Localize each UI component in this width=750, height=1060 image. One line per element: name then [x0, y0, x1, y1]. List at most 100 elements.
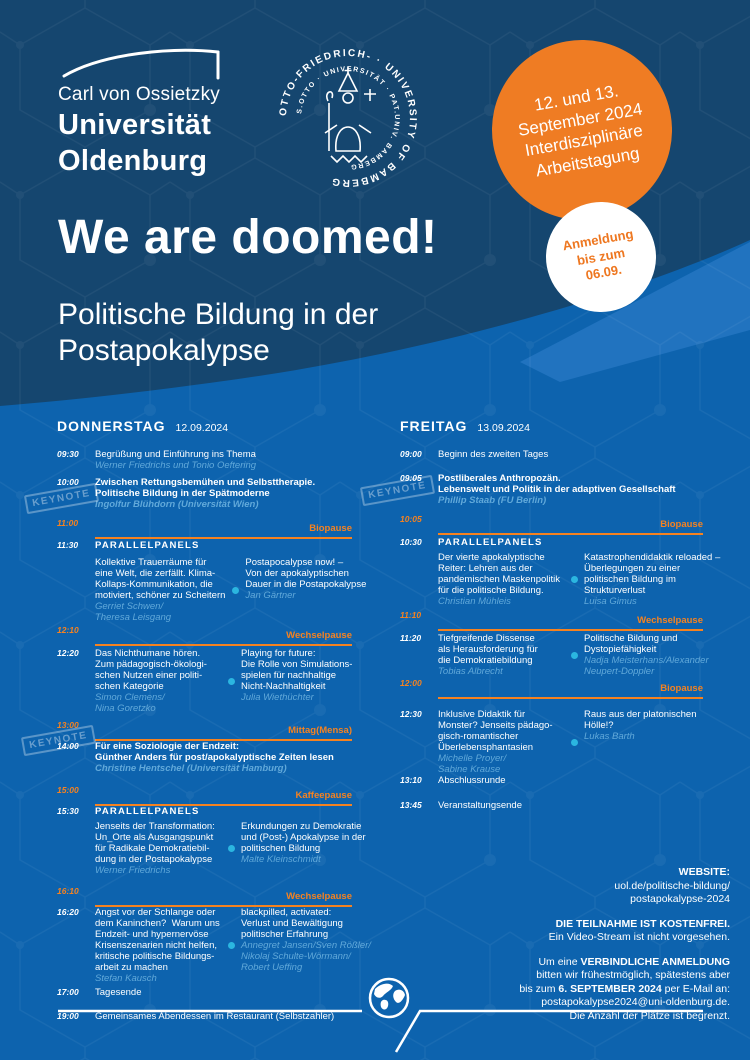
- pause-label: Biopause: [309, 523, 352, 534]
- friday-column: FREITAG 13.09.2024 09:00 Beginn des zwei…: [400, 418, 720, 811]
- keynote-row: 09:05 Postliberales Anthropozän. Lebensw…: [400, 473, 703, 506]
- panel-title: Raus aus der platonischen Hölle!?: [584, 709, 697, 731]
- date-badge-text: 12. und 13. September 2024 Interdiszipli…: [516, 81, 645, 180]
- keynote-speaker: Ingolfur Blühdorn (Universität Wien): [95, 499, 259, 510]
- pause-divider: Wechselpause: [95, 625, 352, 646]
- pause-divider: Wechselpause: [95, 886, 352, 907]
- pause-divider: Mittag(Mensa): [95, 720, 352, 741]
- row-title: Tagesende: [95, 987, 142, 998]
- panel-title: Jenseits der Transformation: Un_Orte als…: [95, 821, 215, 865]
- oldenburg-logo: Carl von Ossietzky Universität Oldenburg: [58, 44, 233, 176]
- panel-title: Inklusive Didaktik für Monster? Jenseits…: [438, 709, 553, 753]
- panel-left: Inklusive Didaktik für Monster? Jenseits…: [438, 709, 564, 775]
- pause-divider: Wechselpause: [438, 610, 703, 631]
- panel-speakers: Gerriet Schwen/ Theresa Leisgang: [95, 601, 172, 623]
- keynote-speaker: Christine Hentschel (Universität Hamburg…: [95, 763, 287, 774]
- row-time: 10:30: [400, 537, 422, 547]
- panel-dot: [564, 738, 584, 746]
- registration-badge-text: Anmeldung bis zum 06.09.: [561, 226, 635, 284]
- pause-row: 15:00 Kaffeepause: [57, 785, 352, 806]
- pause-label: Kaffeepause: [295, 790, 353, 801]
- panel-pair-row: 12:20 Das Nichthumane hören. Zum pädagog…: [57, 648, 352, 714]
- row-time: 12:30: [400, 709, 422, 719]
- row-title: Gemeinsames Abendessen im Restaurant (Se…: [95, 1011, 335, 1022]
- row-time: 16:20: [57, 907, 79, 917]
- panel-pair-row: 12:30 Inklusive Didaktik für Monster? Je…: [400, 709, 703, 775]
- bamberg-seal: OTTO-FRIEDRICH- · UNIVERSITY OF BAMBERG …: [278, 48, 416, 188]
- pause-label: Mittag(Mensa): [288, 725, 352, 736]
- day-header-friday: FREITAG 13.09.2024: [400, 418, 703, 434]
- registration-line3-post: per E-Mail an:: [661, 982, 730, 995]
- panel-right: Raus aus der platonischen Hölle!? Lukas …: [584, 709, 703, 775]
- footer-line-right: [394, 1009, 703, 1053]
- panel-left: Angst vor der Schlange oder dem Kaninche…: [95, 907, 221, 984]
- pause-label: Biopause: [660, 519, 703, 530]
- registration-email: postapokalypse2024@uni-oldenburg.de.: [541, 996, 730, 1008]
- panel-title: Katastrophendidaktik reloaded – Überlegu…: [584, 552, 721, 596]
- free-participation-note: DIE TEILNAHME IST KOSTENFREI.: [555, 917, 730, 930]
- globe-icon: [368, 977, 410, 1019]
- panel-speakers: Stefan Kausch: [95, 973, 157, 984]
- panel-speakers: Tobias Albrecht: [438, 666, 503, 677]
- keynote-row: 14:00 Für eine Soziologie der Endzeit: G…: [57, 741, 352, 774]
- pause-label: Wechselpause: [637, 615, 703, 626]
- logo-swoosh: [62, 48, 220, 80]
- pause-row: 13:00 Mittag(Mensa): [57, 720, 352, 741]
- parallel-panels-label: PARALLELPANELS: [95, 806, 200, 817]
- row-time: 11:30: [57, 540, 79, 550]
- row-time: 13:45: [400, 800, 422, 810]
- website-label: WEBSITE:: [678, 866, 730, 878]
- pause-label: Biopause: [660, 683, 703, 694]
- pause-divider: Kaffeepause: [95, 785, 352, 806]
- row-time: 11:20: [400, 633, 422, 643]
- pause-row: 12:10 Wechselpause: [57, 625, 352, 646]
- registration-line1-bold: VERBINDLICHE ANMELDUNG: [580, 955, 730, 968]
- panel-right: Erkundungen zu Demokratie und (Post-) Ap…: [241, 821, 366, 876]
- panel-title: Kollektive Trauerräume für eine Welt, di…: [95, 557, 226, 601]
- panel-dot: [564, 576, 584, 583]
- parallel-panels-label: PARALLELPANELS: [438, 537, 543, 548]
- row-time: 17:00: [57, 987, 79, 997]
- row-time: 09:30: [57, 449, 79, 459]
- panel-right: Playing for future: Die Rolle von Simula…: [241, 648, 352, 714]
- schedule-row: 09:30 Begrüßung und Einführung ins Thema…: [57, 449, 352, 471]
- poster-subtitle: Politische Bildung in der Postapokalypse: [58, 298, 379, 367]
- registration-deadline: 6. SEPTEMBER 2024: [558, 982, 662, 995]
- university-name-line1: Carl von Ossietzky: [58, 84, 220, 105]
- row-title: Veranstaltungsende: [438, 800, 522, 811]
- row-time: 15:30: [57, 806, 79, 816]
- panels-header-row: 10:30 PARALLELPANELS: [400, 537, 703, 548]
- panel-left: Kollektive Trauerräume für eine Welt, di…: [95, 557, 225, 623]
- panel-left: Das Nichthumane hören. Zum pädagogisch-ö…: [95, 648, 221, 714]
- registration-line2: bitten wir frühestmöglich, spätestens ab…: [536, 969, 730, 981]
- panel-speakers: Malte Kleinschmidt: [241, 854, 321, 865]
- limited-seats-note: Die Anzahl der Plätze ist begrenzt.: [569, 1009, 730, 1022]
- panels-header-row: 11:30 PARALLELPANELS: [57, 540, 352, 551]
- no-stream-note: Ein Video-Stream ist nicht vorgesehen.: [548, 931, 730, 943]
- row-title: Begrüßung und Einführung ins Thema: [95, 449, 256, 460]
- pause-row: 10:05 Biopause: [400, 514, 703, 535]
- panel-left: Jenseits der Transformation: Un_Orte als…: [95, 821, 221, 876]
- pause-row: 12:00 Biopause: [400, 678, 703, 699]
- schedule-row: 17:00 Tagesende: [57, 987, 352, 998]
- row-title: Beginn des zweiten Tages: [438, 449, 549, 460]
- footer-info: WEBSITE: uol.de/politische-bildung/ post…: [400, 866, 730, 1023]
- keynote-title: Zwischen Rettungsbemühen und Selbstthera…: [95, 477, 316, 499]
- panel-title: Erkundungen zu Demokratie und (Post-) Ap…: [241, 821, 366, 854]
- website-url-line2: postapokalypse-2024: [630, 893, 730, 905]
- registration-line1-pre: Um eine: [538, 955, 581, 968]
- panel-dot: [225, 586, 245, 594]
- panel-title: Das Nichthumane hören. Zum pädagogisch-ö…: [95, 648, 207, 692]
- panel-title: Playing for future: Die Rolle von Simula…: [241, 648, 353, 692]
- schedule-row: 09:00 Beginn des zweiten Tages: [400, 449, 703, 460]
- keynote-speaker: Phillip Staab (FU Berlin): [438, 495, 547, 506]
- pause-divider: Biopause: [95, 518, 352, 539]
- day-date: 12.09.2024: [175, 422, 229, 434]
- panel-speakers: Lukas Barth: [584, 731, 635, 742]
- keynote-title: Für eine Soziologie der Endzeit: Günther…: [95, 741, 334, 763]
- registration-line3: bis zum 6. SEPTEMBER 2024 per E-Mail an:: [400, 983, 730, 997]
- panel-right: Katastrophendidaktik reloaded – Überlegu…: [584, 552, 720, 607]
- thursday-column: DONNERSTAG 12.09.2024 09:30 Begrüßung un…: [57, 418, 371, 1022]
- panel-left: Der vierte apokalyptische Reiter: Lehren…: [438, 552, 564, 607]
- row-time: 10:00: [57, 477, 79, 487]
